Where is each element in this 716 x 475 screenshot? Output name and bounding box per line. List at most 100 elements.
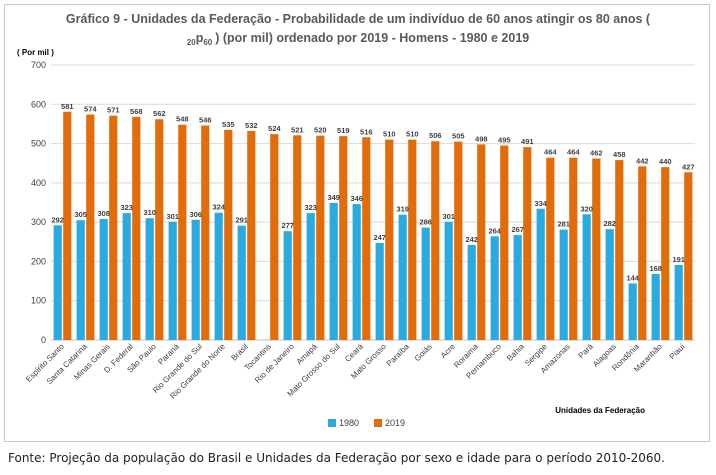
bar-2019 [155,119,164,340]
data-label-2019: 462 [590,149,603,158]
bar-1980 [421,227,430,340]
data-label-1980: 291 [235,216,248,225]
category-label: Pará [577,342,596,361]
bar-2019 [385,139,394,340]
bar-1980 [168,221,177,340]
data-label-1980: 191 [672,255,685,264]
bar-2019 [86,114,95,340]
y-tick-label: 500 [31,139,46,149]
bar-2019 [546,157,555,340]
category-label: Espírito Santo [24,342,66,384]
bar-1980 [467,244,476,340]
data-label-1980: 264 [488,226,501,235]
title-subscript-post: 60 [203,38,212,47]
data-label-1980: 349 [327,193,340,202]
data-label-1980: 247 [373,233,386,242]
bar-2019 [270,134,279,340]
bar-2019 [247,131,256,340]
bar-2019 [592,158,601,340]
title-p: p [196,31,204,45]
bar-1980 [283,231,292,340]
bar-1980 [398,214,407,340]
data-label-1980: 305 [74,210,87,219]
bar-1980 [214,212,223,340]
category-label: Paraíba [385,342,412,369]
data-label-1980: 310 [143,208,156,217]
legend-swatch-2019 [374,419,382,427]
bar-2019 [316,135,325,340]
y-tick-label: 200 [31,256,46,266]
data-label-1980: 286 [419,218,432,227]
data-label-2019: 464 [567,148,580,157]
data-label-2019: 491 [521,137,534,146]
data-label-1980: 281 [557,220,570,229]
data-label-2019: 440 [659,157,672,166]
y-tick-label: 600 [31,99,46,109]
bars-layer [53,111,693,340]
bar-1980 [559,229,568,340]
bar-2019 [661,167,670,340]
y-tick-label: 0 [41,335,46,345]
bar-1980 [490,236,499,340]
legend: 1980 2019 [328,418,405,428]
bar-2019 [362,137,371,340]
bar-1980 [605,229,614,340]
data-label-1980: 334 [534,199,547,208]
data-label-2019: 458 [613,150,626,159]
data-label-2019: 571 [107,106,120,115]
data-label-2019: 535 [222,120,235,129]
data-label-2019: 562 [153,109,166,118]
chart-frame: Gráfico 9 - Unidades da Federação - Prob… [4,4,710,442]
data-label-1980: 306 [189,210,202,219]
data-label-2019: 510 [406,130,419,139]
bar-1980 [536,208,545,340]
data-label-1980: 301 [166,212,179,221]
bar-1980 [582,214,591,340]
data-label-1980: 282 [603,219,616,228]
data-label-2019: 520 [314,126,327,135]
y-tick-label: 700 [31,60,46,70]
title-rest: ) (por mil) ordenado por 2019 - Homens -… [215,31,529,45]
bar-1980 [651,274,660,340]
data-label-1980: 320 [580,204,593,213]
data-label-2019: 505 [452,132,465,141]
data-label-1980: 168 [649,264,662,273]
bar-1980 [329,202,338,340]
y-tick-label: 300 [31,217,46,227]
data-label-2019: 519 [337,126,350,135]
bar-2019 [500,145,509,340]
legend-label-2019: 2019 [385,418,405,428]
bar-2019 [431,141,440,340]
bar-1980 [237,225,246,340]
data-label-1980: 267 [511,225,524,234]
data-label-2019: 521 [291,125,304,134]
category-label: Acre [439,342,457,360]
bar-2019 [109,115,118,340]
bar-1980 [352,204,361,340]
bar-2019 [201,125,210,340]
bar-1980 [191,219,200,340]
bar-2019 [408,139,417,340]
data-label-1980: 323 [120,203,133,212]
data-label-2019: 495 [498,136,511,145]
data-label-2019: 516 [360,127,373,136]
category-label: Bahia [505,342,526,363]
bar-2019 [569,157,578,340]
data-label-1980: 308 [97,209,110,218]
bar-1980 [122,213,131,340]
chart-svg: Gráfico 9 - Unidades da Federação - Prob… [17,12,695,428]
source-note: Fonte: Projeção da população do Brasil e… [8,451,665,465]
y-axis-label: ( Por mil ) [17,48,54,57]
category-label: Piauí [668,342,688,362]
bar-2019 [615,160,624,340]
bar-1980 [99,219,108,340]
data-label-1980: 301 [442,212,455,221]
bar-2019 [477,144,486,340]
data-label-1980: 277 [281,221,294,230]
bar-2019 [132,116,141,340]
data-label-2019: 464 [544,148,557,157]
data-label-2019: 548 [176,115,189,124]
bar-1980 [145,218,154,340]
data-label-1980: 346 [350,194,363,203]
data-label-2019: 498 [475,134,488,143]
